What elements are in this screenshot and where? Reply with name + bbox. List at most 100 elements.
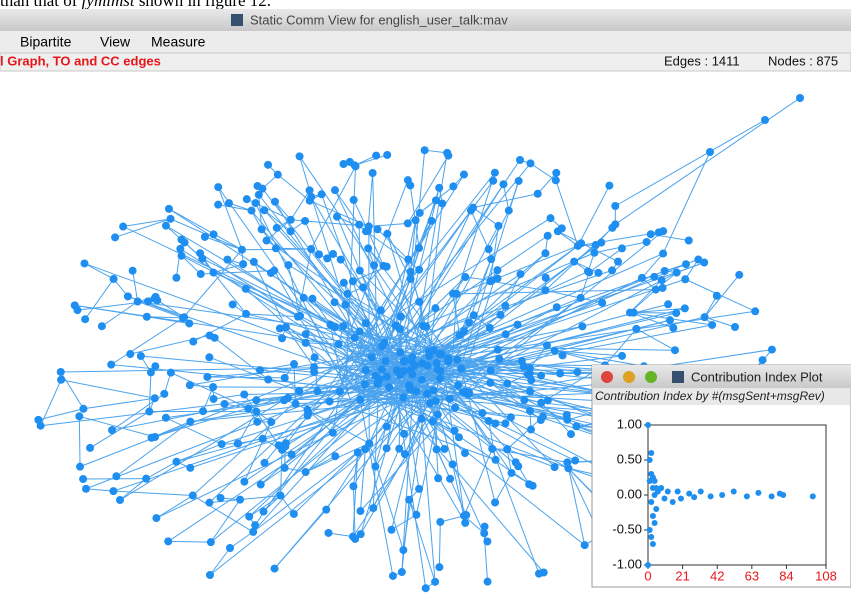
graph-node	[487, 366, 495, 374]
graph-node	[404, 219, 412, 227]
scatter-point	[648, 534, 654, 540]
graph-node	[408, 357, 416, 365]
graph-node	[280, 396, 288, 404]
graph-edge	[168, 541, 211, 542]
graph-node	[392, 321, 400, 329]
graph-node	[203, 373, 211, 381]
y-tick-label: 0.00	[617, 486, 642, 501]
plot-window-title: Contribution Index Plot	[691, 369, 823, 384]
scatter-point	[661, 496, 667, 502]
graph-node	[277, 492, 285, 500]
graph-node	[134, 298, 142, 306]
graph-node	[499, 180, 507, 188]
graph-node	[251, 199, 259, 207]
x-tick-label: 0	[644, 568, 651, 583]
scatter-point	[648, 450, 654, 456]
graph-node	[643, 238, 651, 246]
scatter-point	[648, 499, 654, 505]
graph-node	[276, 324, 284, 332]
graph-node	[112, 472, 120, 480]
menu-item[interactable]: Measure	[151, 34, 206, 50]
menu-item[interactable]: Bipartite	[20, 34, 72, 50]
graph-node	[666, 316, 674, 324]
graph-node	[264, 161, 272, 169]
graph-node	[309, 295, 317, 303]
graph-node	[210, 395, 218, 403]
graph-node	[428, 217, 436, 225]
graph-node	[558, 224, 566, 232]
graph-node	[671, 346, 679, 354]
graph-node	[273, 224, 281, 232]
graph-node	[451, 427, 459, 435]
graph-node	[761, 116, 769, 124]
graph-node	[455, 433, 463, 441]
graph-node	[239, 260, 247, 268]
window-title: Static Comm View for english_user_talk:m…	[250, 12, 508, 27]
graph-node	[481, 523, 489, 531]
graph-node	[223, 256, 231, 264]
graph-node	[206, 571, 214, 579]
graph-node	[539, 413, 547, 421]
graph-node	[370, 261, 378, 269]
graph-node	[242, 310, 250, 318]
graph-node	[388, 526, 396, 534]
scatter-point	[755, 490, 761, 496]
graph-node	[759, 356, 767, 364]
graph-node	[461, 519, 469, 527]
plot-area	[648, 425, 826, 565]
graph-node	[426, 399, 434, 407]
graph-node	[108, 426, 116, 434]
graph-node	[495, 355, 503, 363]
graph-node	[378, 342, 386, 350]
graph-node	[731, 323, 739, 331]
graph-node	[281, 374, 289, 382]
graph-node	[57, 376, 65, 384]
graph-node	[460, 327, 468, 335]
graph-node	[361, 380, 369, 388]
graph-node	[143, 313, 151, 321]
graph-node	[281, 464, 289, 472]
y-tick-label: 0.50	[617, 451, 642, 466]
graph-node	[209, 383, 217, 391]
graph-node	[281, 442, 289, 450]
graph-node	[369, 169, 377, 177]
zoom-button[interactable]	[645, 371, 657, 383]
graph-node	[142, 475, 150, 483]
graph-node	[176, 245, 184, 253]
graph-node	[229, 300, 237, 308]
minimize-button[interactable]	[623, 371, 635, 383]
graph-node	[681, 275, 689, 283]
graph-node	[502, 330, 510, 338]
graph-node	[483, 537, 491, 545]
node-count: Nodes : 875	[768, 53, 838, 68]
graph-node	[234, 440, 242, 448]
graph-node	[453, 356, 461, 364]
graph-node	[290, 360, 298, 368]
graph-node	[302, 468, 310, 476]
graph-node	[421, 146, 429, 154]
graph-node	[485, 245, 493, 253]
graph-node	[318, 190, 326, 198]
graph-node	[470, 311, 478, 319]
y-tick-label: -1.00	[612, 556, 642, 571]
graph-node	[351, 334, 359, 342]
graph-node	[340, 279, 348, 287]
graph-node	[460, 171, 468, 179]
graph-node	[326, 397, 334, 405]
graph-node	[489, 177, 497, 185]
graph-node	[435, 563, 443, 571]
graph-node	[362, 319, 370, 327]
graph-node	[81, 315, 89, 323]
graph-node	[451, 404, 459, 412]
graph-node	[209, 269, 217, 277]
graph-node	[167, 369, 175, 377]
graph-node	[397, 313, 405, 321]
graph-node	[416, 209, 424, 217]
close-button[interactable]	[601, 371, 613, 383]
graph-node	[252, 408, 260, 416]
graph-node	[514, 462, 522, 470]
graph-node	[682, 260, 690, 268]
menu-item[interactable]: View	[100, 34, 131, 50]
x-tick-label: 42	[710, 568, 724, 583]
graph-node	[518, 357, 526, 365]
